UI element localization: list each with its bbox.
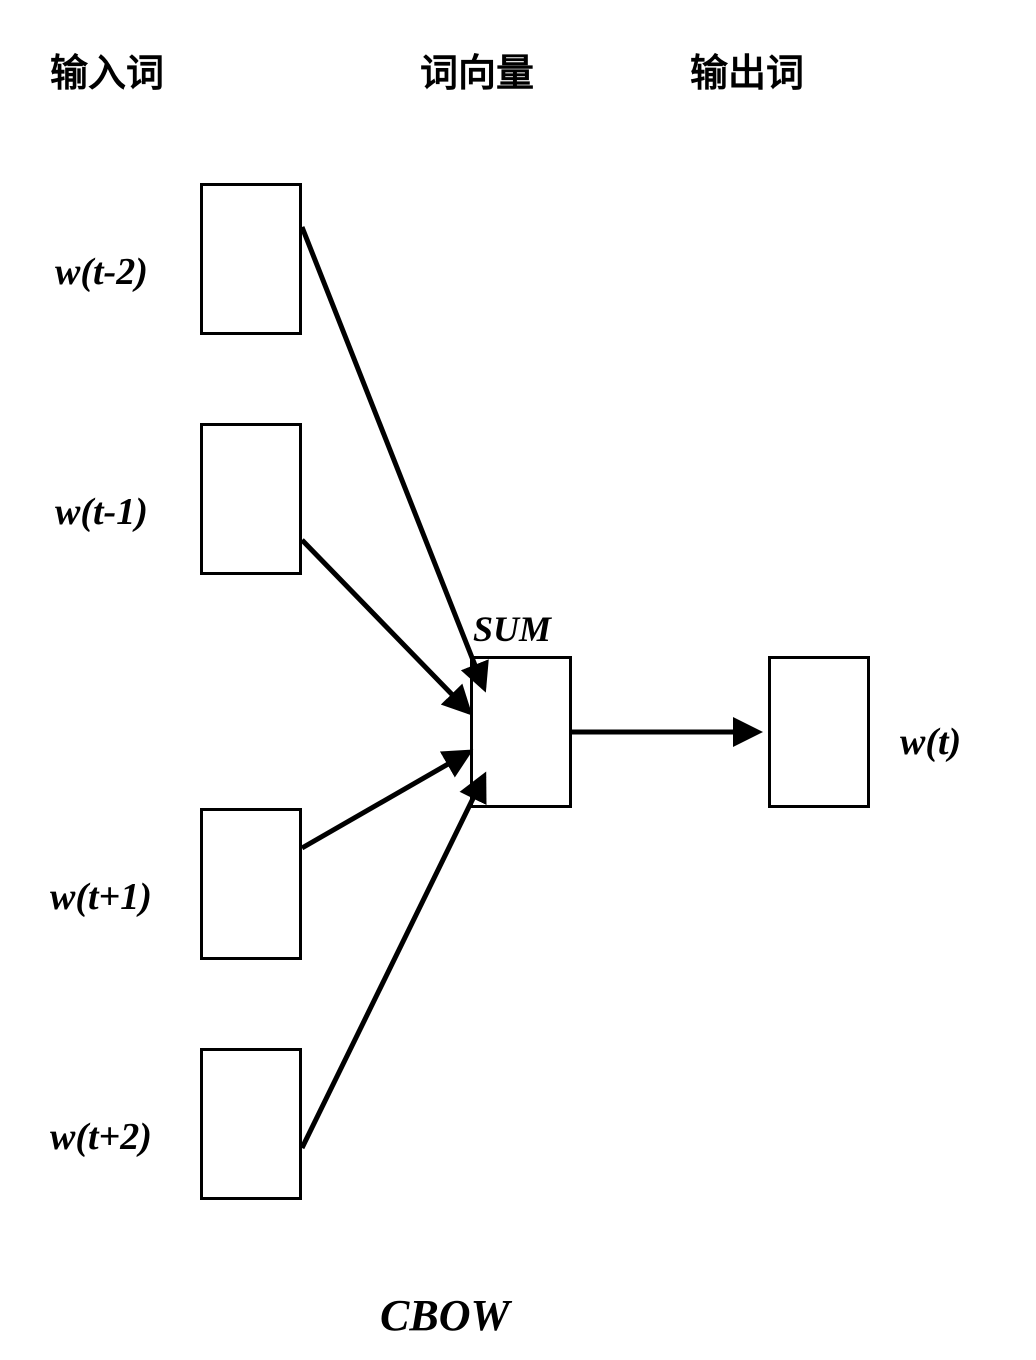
header-input-label: 输入词 [50, 42, 164, 97]
output-label: w(t) [900, 720, 961, 764]
arrow-2 [302, 752, 469, 848]
input-label-3: w(t+2) [50, 1115, 152, 1159]
input-label-2: w(t+1) [50, 875, 152, 919]
sum-label: SUM [473, 608, 551, 650]
input-box-3 [200, 1048, 302, 1200]
input-label-1: w(t-1) [55, 490, 148, 534]
arrow-3 [302, 776, 484, 1148]
input-label-0: w(t-2) [55, 250, 148, 294]
output-box [768, 656, 870, 808]
arrow-1 [302, 540, 469, 712]
input-box-0 [200, 183, 302, 335]
diagram-title: CBOW [380, 1290, 510, 1341]
arrow-0 [302, 227, 484, 688]
header-output-label: 输出词 [690, 42, 804, 97]
sum-box [470, 656, 572, 808]
input-box-1 [200, 423, 302, 575]
header-vector-label: 词向量 [420, 42, 534, 97]
input-box-2 [200, 808, 302, 960]
